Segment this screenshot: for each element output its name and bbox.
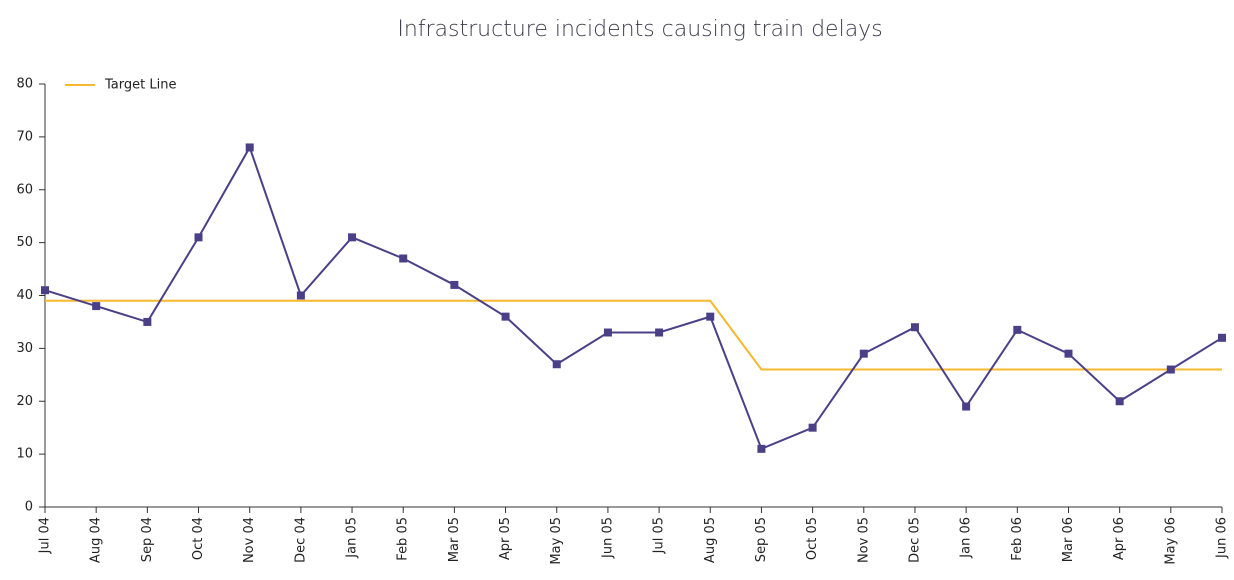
data-point [603, 328, 612, 337]
series-line [45, 299, 1222, 371]
data-point [910, 323, 919, 332]
data-point [552, 360, 561, 369]
data-point [501, 312, 510, 321]
y-tick-label: 70 [16, 129, 33, 144]
x-tick-label: Nov 05 [856, 517, 871, 563]
x-tick-label: Jun 05 [600, 517, 615, 559]
x-tick-label: Oct 04 [191, 517, 206, 560]
x-tick-label: Apr 05 [498, 517, 513, 560]
series-line [44, 145, 1223, 451]
data-point [1166, 365, 1175, 374]
y-tick-label: 40 [16, 288, 33, 303]
x-tick-label: Jul 04 [38, 517, 53, 554]
data-point [399, 254, 408, 263]
data-point [706, 312, 715, 321]
x-tick-label: Dec 04 [293, 517, 308, 563]
data-point [962, 402, 971, 411]
data-point [757, 444, 766, 453]
x-tick-label: Jul 05 [652, 517, 667, 554]
x-tick-label: Mar 05 [447, 517, 462, 562]
x-tick-label: Sep 05 [754, 517, 769, 562]
data-point [1064, 349, 1073, 358]
x-tick-label: Apr 06 [1112, 517, 1127, 560]
data-point [92, 302, 101, 311]
x-tick-label: Nov 04 [242, 517, 257, 563]
x-tick-label: Aug 04 [89, 517, 104, 563]
x-tick-label: Sep 04 [140, 517, 155, 562]
data-point [194, 233, 203, 242]
data-point [655, 328, 664, 337]
x-tick-label: Dec 05 [907, 517, 922, 563]
data-point [143, 317, 152, 326]
data-point [296, 291, 305, 300]
y-tick-label: 60 [16, 182, 33, 197]
y-tick-label: 50 [16, 235, 33, 250]
data-point [450, 280, 459, 289]
x-tick-label: Aug 05 [703, 517, 718, 563]
data-point [245, 143, 254, 152]
legend-label: Target Line [104, 78, 176, 93]
data-point [41, 286, 49, 295]
data-point [1013, 325, 1022, 334]
data-point [859, 349, 868, 358]
x-tick-label: May 05 [549, 517, 564, 565]
data-point [808, 423, 817, 432]
data-point [348, 233, 357, 242]
data-point [1218, 333, 1226, 342]
x-tick-label: Jan 05 [345, 517, 360, 559]
y-tick-label: 0 [25, 500, 33, 515]
x-tick-label: May 06 [1163, 517, 1178, 565]
data-point [1115, 397, 1124, 406]
chart-title: Infrastructure incidents causing train d… [397, 17, 882, 42]
y-tick-label: 30 [16, 341, 33, 356]
y-tick-label: 80 [16, 77, 33, 92]
x-tick-label: Jun 06 [1215, 517, 1230, 559]
x-tick-label: Mar 06 [1061, 517, 1076, 562]
y-tick-label: 10 [16, 447, 33, 462]
x-tick-label: Jan 06 [959, 517, 974, 559]
x-tick-label: Feb 05 [396, 517, 411, 561]
x-tick-label: Feb 06 [1010, 517, 1025, 561]
x-tick-label: Oct 05 [805, 517, 820, 560]
y-tick-label: 20 [16, 394, 33, 409]
